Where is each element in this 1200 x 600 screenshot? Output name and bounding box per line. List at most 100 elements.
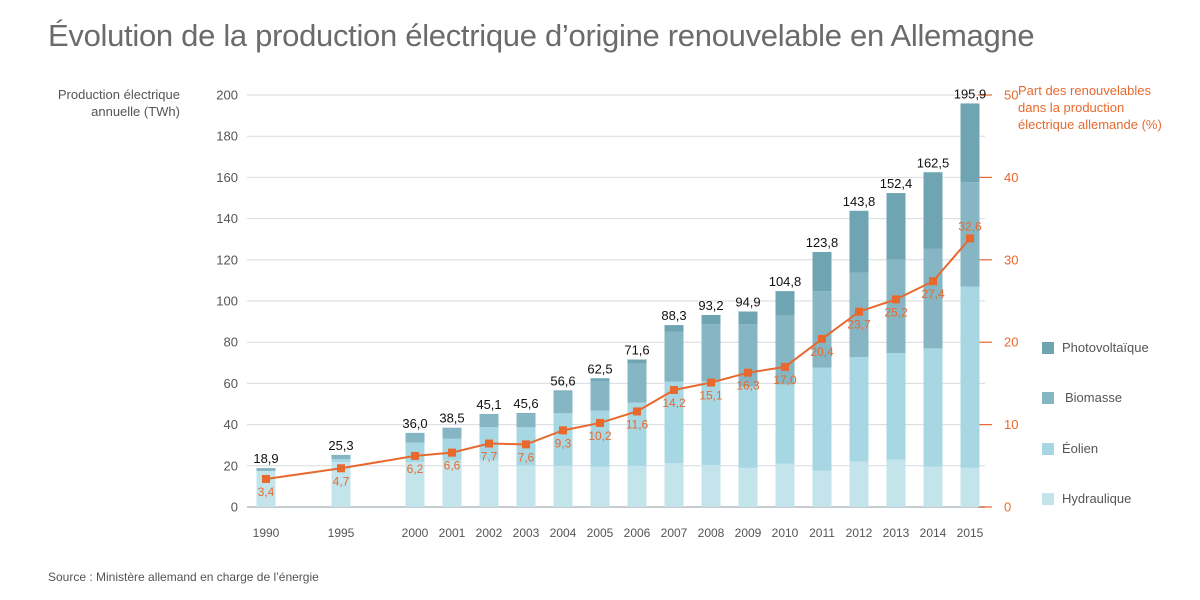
legend-swatch-hydraulique: [1042, 492, 1054, 505]
bar-segment-eolien: [331, 459, 351, 463]
bar-segment-hydraulique: [627, 465, 647, 507]
x-tick-label: 2005: [587, 526, 614, 540]
total-label: 45,6: [513, 396, 538, 411]
share-label: 4,7: [333, 474, 350, 488]
bar-segment-hydraulique: [516, 465, 536, 507]
share-label: 20,4: [810, 345, 834, 359]
share-line-path: [265, 237, 971, 480]
share-point: [892, 295, 900, 304]
bar-segment-biomasse: [886, 259, 906, 354]
right-axis-title-line: électrique allemande (%): [1018, 117, 1162, 132]
share-label: 9,3: [555, 436, 572, 450]
share-point: [781, 362, 789, 371]
bar-segment-hydraulique: [553, 465, 573, 507]
bar-segment-biomasse: [960, 182, 980, 287]
x-tick-label: 2015: [957, 526, 984, 540]
bar-segment-biomasse: [590, 380, 610, 411]
legend-label: Photovoltaïque: [1062, 340, 1149, 355]
y-tick-label: 120: [216, 252, 238, 267]
y-tick-label: 60: [224, 376, 238, 391]
legend-label: Éolien: [1062, 441, 1099, 456]
bar-segment-eolien: [960, 286, 980, 468]
bar-segment-eolien: [775, 384, 795, 464]
legend-item-hydraulique: Hydraulique: [1042, 491, 1131, 506]
x-tick-label: 2000: [402, 526, 429, 540]
bar-segment-biomasse: [479, 414, 499, 428]
share-label: 23,7: [847, 318, 871, 332]
total-label: 93,2: [698, 298, 723, 313]
share-point: [596, 418, 604, 427]
x-tick-label: 2006: [624, 526, 651, 540]
x-tick-label: 2003: [513, 526, 540, 540]
bar-segment-biomasse: [331, 454, 351, 460]
share-point: [670, 385, 678, 394]
legend-swatch-eolien: [1042, 442, 1054, 455]
x-tick-label: 2001: [439, 526, 466, 540]
bar-segment-eolien: [923, 348, 943, 467]
source-note: Source : Ministère allemand en charge de…: [48, 570, 319, 584]
share-point: [633, 407, 641, 416]
left-axis-title-line: annuelle (TWh): [91, 104, 180, 119]
legend-item-biomasse: Biomasse: [1042, 390, 1122, 405]
y2-tick-label: 10: [1004, 417, 1018, 432]
y-tick-label: 200: [216, 88, 238, 103]
bar-segment-biomasse: [812, 291, 832, 368]
bar-segment-biomasse: [516, 414, 536, 428]
bar-segment-biomasse: [701, 324, 721, 382]
bar-segment-eolien: [627, 402, 647, 466]
y-tick-label: 0: [231, 500, 238, 515]
share-label: 6,2: [407, 462, 424, 476]
x-tick-label: 2002: [476, 526, 503, 540]
total-label: 162,5: [917, 155, 950, 170]
bar-segment-photovoltaique: [923, 172, 943, 249]
total-label: 195,9: [954, 86, 987, 101]
share-label: 7,7: [481, 450, 498, 464]
x-tick-label: 2007: [661, 526, 688, 540]
total-label: 45,1: [476, 397, 501, 412]
bar-segment-biomasse: [256, 468, 276, 471]
share-point: [929, 277, 937, 286]
left-axis-ticks: 0 20 40 60 80 100 120 140 160 180 200: [216, 88, 238, 515]
right-axis-ticks: 0 10 20 30 40 50: [978, 88, 1018, 515]
share-label: 7,6: [518, 450, 535, 464]
y-tick-label: 180: [216, 129, 238, 144]
bar-segment-eolien: [812, 367, 832, 471]
share-label: 32,6: [958, 219, 982, 233]
share-label: 14,2: [662, 396, 686, 410]
share-label: 16,3: [736, 379, 760, 393]
legend-item-eolien: Éolien: [1042, 441, 1098, 456]
bar-segment-photovoltaique: [590, 378, 610, 381]
bar-segment-hydraulique: [479, 459, 499, 507]
legend-label: Hydraulique: [1062, 491, 1132, 506]
bar-segment-photovoltaique: [849, 210, 869, 273]
x-tick-label: 2008: [698, 526, 725, 540]
share-label: 27,4: [921, 287, 945, 301]
bar-segment-eolien: [849, 357, 869, 462]
y2-tick-label: 40: [1004, 170, 1018, 185]
bar-segment-biomasse: [664, 331, 684, 382]
legend-swatch-photovoltaique: [1042, 341, 1054, 354]
share-point: [966, 234, 974, 243]
legend-swatch-biomasse: [1042, 391, 1054, 404]
share-label: 15,1: [699, 389, 723, 403]
bar-segment-eolien: [738, 386, 758, 468]
bar-segment-eolien: [701, 381, 721, 465]
right-axis-title-line: dans la production: [1018, 100, 1125, 115]
share-point: [855, 307, 863, 316]
bar-segment-hydraulique: [442, 460, 462, 507]
x-axis-ticks: 1990 1995 2000 2001 2002 2003 2004 2005 2006 2007…: [253, 526, 984, 540]
x-tick-label: 2010: [772, 526, 799, 540]
share-label: 6,6: [444, 459, 461, 473]
gridlines: [247, 94, 985, 508]
total-label: 152,4: [880, 176, 913, 191]
bar-segment-biomasse: [405, 432, 425, 443]
share-point: [522, 440, 530, 449]
bar-segment-eolien: [664, 381, 684, 464]
chart-title: Évolution de la production électrique d’…: [48, 18, 1035, 53]
x-tick-label: 2013: [883, 526, 910, 540]
bar-segment-eolien: [553, 413, 573, 466]
bar-segment-biomasse: [738, 324, 758, 387]
bar-segment-photovoltaique: [886, 193, 906, 260]
share-point: [337, 464, 345, 473]
share-label: 10,2: [588, 429, 612, 443]
